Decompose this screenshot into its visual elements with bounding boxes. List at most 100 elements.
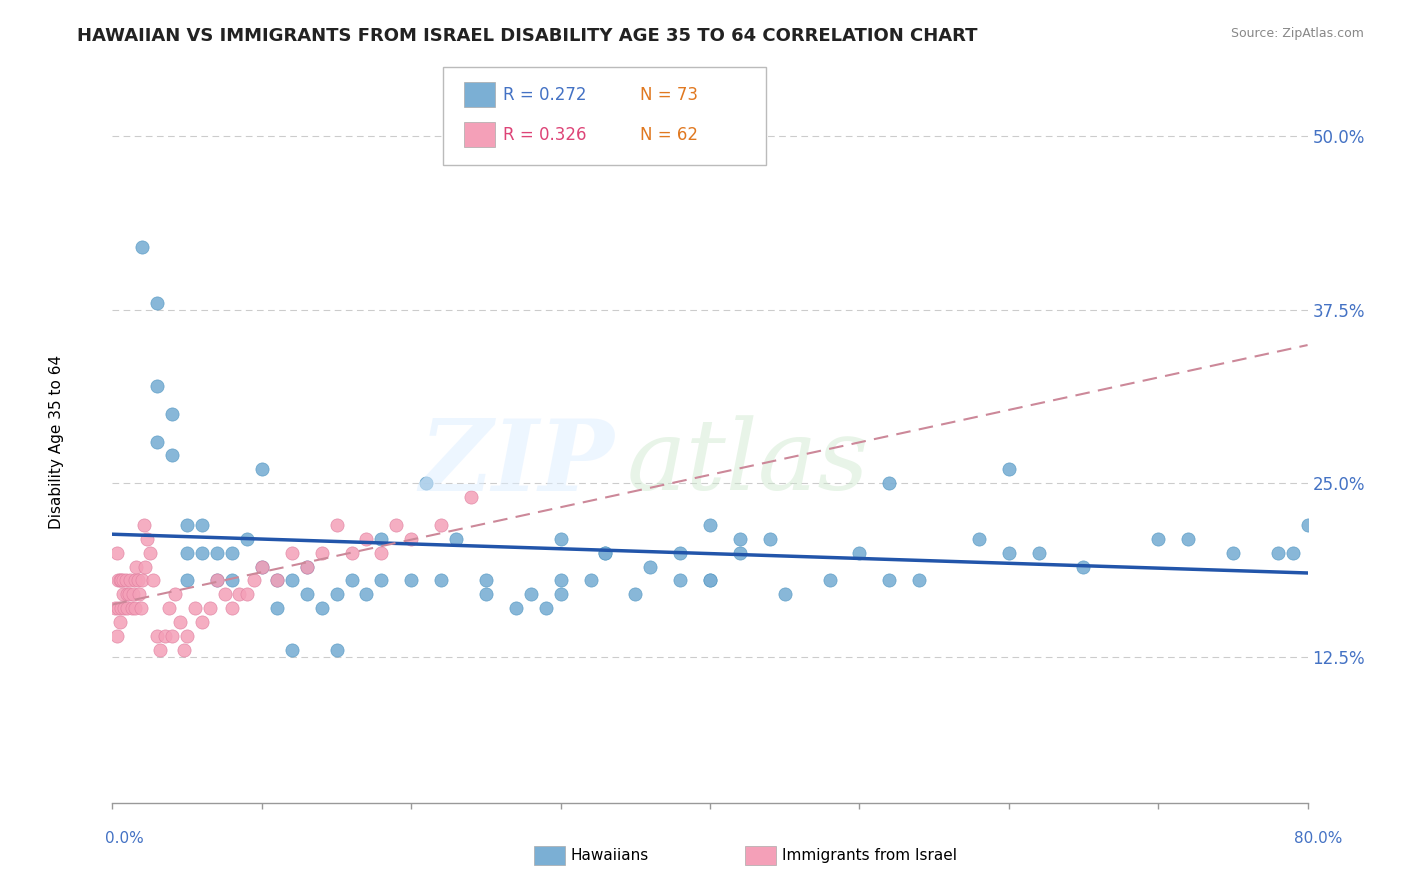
Point	[221, 546, 243, 560]
Point	[998, 462, 1021, 476]
Point	[728, 546, 751, 560]
Point	[295, 587, 318, 601]
Point	[107, 574, 129, 588]
Point	[131, 240, 153, 254]
Point	[340, 546, 363, 560]
Point	[401, 574, 423, 588]
Point	[105, 546, 128, 560]
Point	[281, 546, 304, 560]
Point	[129, 601, 152, 615]
Text: Immigrants from Israel: Immigrants from Israel	[782, 848, 956, 863]
Point	[142, 574, 165, 588]
Point	[415, 476, 437, 491]
Point	[191, 615, 214, 630]
Point	[110, 601, 132, 615]
Point	[520, 587, 543, 601]
Point	[117, 601, 139, 615]
Text: N = 62: N = 62	[640, 126, 697, 144]
Point	[236, 532, 259, 546]
Point	[595, 546, 617, 560]
Point	[120, 574, 142, 588]
Point	[128, 587, 150, 601]
Point	[1177, 532, 1199, 546]
Point	[370, 546, 392, 560]
Point	[879, 574, 901, 588]
Point	[205, 574, 228, 588]
Text: HAWAIIAN VS IMMIGRANTS FROM ISRAEL DISABILITY AGE 35 TO 64 CORRELATION CHART: HAWAIIAN VS IMMIGRANTS FROM ISRAEL DISAB…	[77, 27, 977, 45]
Point	[624, 587, 647, 601]
Point	[135, 532, 157, 546]
Text: ZIP: ZIP	[419, 415, 614, 511]
Point	[228, 587, 250, 601]
Point	[162, 629, 183, 643]
Point	[340, 574, 363, 588]
Point	[198, 601, 221, 615]
Point	[311, 546, 333, 560]
Point	[176, 546, 198, 560]
Point	[127, 574, 149, 588]
Point	[124, 601, 146, 615]
Point	[550, 587, 572, 601]
Point	[111, 587, 134, 601]
Point	[118, 587, 141, 601]
Point	[848, 546, 870, 560]
Point	[146, 629, 169, 643]
Point	[595, 546, 617, 560]
Point	[111, 574, 134, 588]
Point	[250, 462, 273, 476]
Point	[385, 517, 408, 532]
Point	[281, 643, 304, 657]
Point	[773, 587, 796, 601]
Point	[105, 629, 128, 643]
Text: 0.0%: 0.0%	[105, 831, 145, 846]
Text: N = 73: N = 73	[640, 86, 697, 103]
Text: Hawaiians: Hawaiians	[571, 848, 650, 863]
Point	[475, 587, 498, 601]
Point	[1028, 546, 1050, 560]
Point	[669, 546, 692, 560]
Point	[165, 587, 187, 601]
Point	[236, 587, 259, 601]
Point	[191, 517, 214, 532]
Text: atlas: atlas	[627, 416, 869, 511]
Point	[1073, 559, 1095, 574]
Point	[176, 629, 198, 643]
Point	[124, 574, 146, 588]
Point	[191, 546, 214, 560]
Point	[266, 574, 288, 588]
Point	[183, 601, 205, 615]
Point	[139, 546, 162, 560]
Point	[325, 643, 347, 657]
Point	[205, 546, 228, 560]
Point	[176, 574, 198, 588]
Point	[550, 532, 572, 546]
Point	[311, 601, 333, 615]
Text: R = 0.272: R = 0.272	[503, 86, 586, 103]
Point	[475, 574, 498, 588]
Point	[221, 601, 243, 615]
Point	[699, 574, 721, 588]
Point	[132, 517, 155, 532]
Point	[131, 574, 153, 588]
Point	[550, 574, 572, 588]
Point	[295, 559, 318, 574]
Point	[325, 587, 347, 601]
Point	[243, 574, 266, 588]
Text: R = 0.326: R = 0.326	[503, 126, 586, 144]
Point	[146, 295, 169, 310]
Point	[370, 574, 392, 588]
Point	[157, 601, 180, 615]
Point	[699, 517, 721, 532]
Point	[669, 574, 692, 588]
Point	[115, 574, 138, 588]
Point	[444, 532, 467, 546]
Point	[1147, 532, 1170, 546]
Point	[107, 601, 129, 615]
Point	[221, 574, 243, 588]
Point	[430, 517, 453, 532]
Y-axis label: Disability Age 35 to 64: Disability Age 35 to 64	[49, 354, 63, 529]
Point	[460, 490, 482, 504]
Point	[146, 379, 169, 393]
Point	[114, 601, 135, 615]
Text: Source: ZipAtlas.com: Source: ZipAtlas.com	[1230, 27, 1364, 40]
